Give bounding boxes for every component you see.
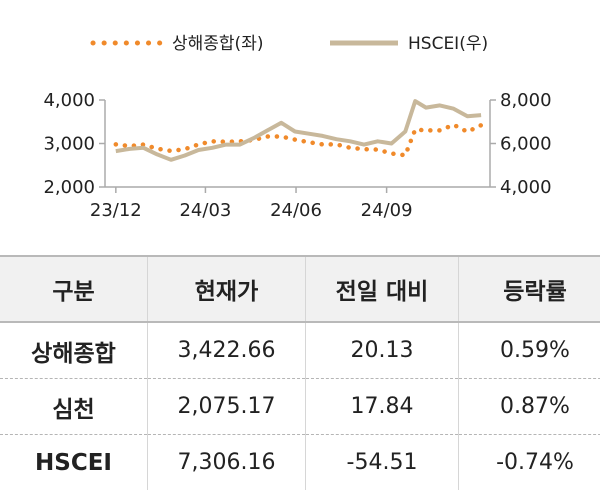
- row-rate: 0.59%: [459, 322, 600, 379]
- y-left-tick-label: 3,000: [43, 134, 95, 155]
- table-row: HSCEI 7,306.16 -54.51 -0.74%: [0, 435, 600, 490]
- legend-hscei-label: HSCEI(우): [408, 34, 488, 54]
- x-tick-label: 23/12: [90, 200, 142, 221]
- row-rate: 0.87%: [459, 379, 600, 435]
- table-row: 상해종합 3,422.66 20.13 0.59%: [0, 322, 600, 379]
- row-name: HSCEI: [0, 435, 148, 490]
- series-shanghai-line: [116, 125, 481, 155]
- x-tick-label: 24/03: [179, 200, 231, 221]
- y-right-tick-label: 6,000: [500, 134, 552, 155]
- col-header-price: 현재가: [148, 256, 306, 322]
- table-row: 심천 2,075.17 17.84 0.87%: [0, 379, 600, 435]
- col-header-change: 전일 대비: [306, 256, 459, 322]
- row-change: 20.13: [306, 322, 459, 379]
- series-layer: [116, 101, 481, 160]
- index-table-container: 구분 현재가 전일 대비 등락률 상해종합 3,422.66 20.13 0.5…: [0, 255, 600, 480]
- row-change: -54.51: [306, 435, 459, 490]
- x-tick-label: 24/09: [361, 200, 413, 221]
- legend: 상해종합(좌) HSCEI(우): [93, 34, 488, 54]
- row-name: 심천: [0, 379, 148, 435]
- tick-labels: 4,000 3,000 2,000 8,000 6,000 4,000 23/12 24/03…: [43, 90, 551, 221]
- y-left-tick-label: 4,000: [43, 90, 95, 111]
- tick-marks: [99, 100, 496, 193]
- chart: 상해종합(좌) HSCEI(우) 4,000 3,000 2,000 8,000 6,0…: [0, 0, 600, 245]
- col-header-rate: 등락률: [459, 256, 600, 322]
- y-right-tick-label: 4,000: [500, 177, 552, 198]
- row-name: 상해종합: [0, 322, 148, 379]
- x-tick-label: 24/06: [270, 200, 322, 221]
- row-rate: -0.74%: [459, 435, 600, 490]
- row-price: 2,075.17: [148, 379, 306, 435]
- y-left-tick-label: 2,000: [43, 177, 95, 198]
- chart-svg: 상해종합(좌) HSCEI(우) 4,000 3,000 2,000 8,000 6,0…: [0, 0, 600, 245]
- axes: [105, 100, 490, 187]
- y-right-tick-label: 8,000: [500, 90, 552, 111]
- row-price: 7,306.16: [148, 435, 306, 490]
- col-header-category: 구분: [0, 256, 148, 322]
- row-change: 17.84: [306, 379, 459, 435]
- row-price: 3,422.66: [148, 322, 306, 379]
- legend-shanghai-label: 상해종합(좌): [172, 34, 263, 54]
- index-table: 구분 현재가 전일 대비 등락률 상해종합 3,422.66 20.13 0.5…: [0, 255, 600, 490]
- table-header-row: 구분 현재가 전일 대비 등락률: [0, 256, 600, 322]
